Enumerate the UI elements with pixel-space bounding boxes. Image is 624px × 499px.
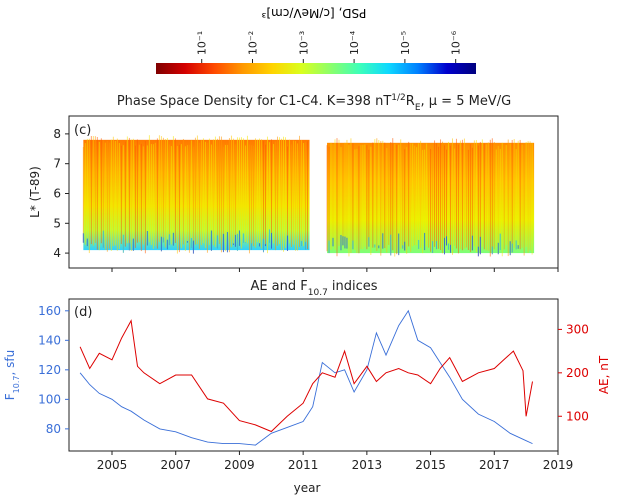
indices-panel: AE and F10.7 indices (d) F10.7, sfu AE, … — [3, 279, 611, 495]
indices-xtick-label: 2019 — [543, 458, 574, 472]
psd-ytick-label: 4 — [53, 246, 61, 260]
indices-xtick-label: 2015 — [415, 458, 446, 472]
ae-ytick-label: 200 — [566, 366, 589, 380]
psd-ytick-label: 8 — [53, 127, 61, 141]
colorbar-scale — [156, 63, 476, 74]
indices-xtick-label: 2017 — [479, 458, 510, 472]
colorbar-tick-label: 10⁻⁵ — [399, 31, 412, 55]
colorbar-tick-label: 10⁻³ — [297, 31, 310, 55]
indices-axes-frame — [68, 298, 559, 452]
psd-ylabel: L* (T-89) — [28, 166, 42, 218]
ae-ytick-label: 300 — [566, 322, 589, 336]
ae-axis-label: AE, nT — [597, 355, 611, 394]
indices-xtick-label: 2007 — [160, 458, 191, 472]
ae-ytick-label: 100 — [566, 409, 589, 423]
f107-ytick-label: 140 — [38, 333, 61, 347]
psd-ytick-label: 7 — [53, 157, 61, 171]
indices-panel-title: AE and F10.7 indices — [250, 279, 377, 298]
ae-series-line — [79, 319, 533, 433]
indices-xtick-label: 2013 — [352, 458, 383, 472]
f107-ytick-label: 160 — [38, 304, 61, 318]
f107-series-line — [79, 309, 533, 446]
psd-ytick-label: 5 — [53, 216, 61, 230]
psd-data — [82, 135, 535, 257]
colorbar-tick-label: 10⁻² — [247, 31, 260, 55]
indices-xtick-label: 2005 — [97, 458, 128, 472]
colorbar-tick-label: 10⁻⁶ — [450, 30, 463, 55]
indices-xtick-label: 2009 — [224, 458, 255, 472]
psd-ytick-label: 6 — [53, 186, 61, 200]
psd-panel-title: Phase Space Density for C1-C4. K=398 nT1… — [117, 93, 511, 113]
indices-panel-letter: (d) — [74, 305, 92, 320]
f107-axis-label: F10.7, sfu — [3, 350, 21, 400]
indices-xtick-label: 2011 — [288, 458, 319, 472]
f107-ytick-label: 80 — [46, 422, 61, 436]
f107-ytick-label: 120 — [38, 363, 61, 377]
colorbar-tick-label: 10⁻⁴ — [348, 30, 361, 55]
psd-panel-letter: (c) — [74, 123, 91, 138]
colorbar-label: PSD, [c/MeV/cm]³ — [261, 6, 366, 20]
psd-panel: Phase Space Density for C1-C4. K=398 nT1… — [28, 93, 559, 272]
psd-axes-frame — [68, 115, 559, 269]
colorbar-tick-label: 10⁻¹ — [196, 31, 209, 55]
f107-ytick-label: 100 — [38, 392, 61, 406]
colorbar: PSD, [c/MeV/cm]³ 10⁻¹ 10⁻² 10⁻³ 10⁻⁴ 10⁻⁵ 10⁻… — [156, 6, 476, 74]
indices-xlabel: year — [294, 481, 321, 495]
